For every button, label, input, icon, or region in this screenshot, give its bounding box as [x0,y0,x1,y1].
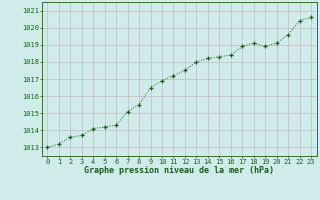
X-axis label: Graphe pression niveau de la mer (hPa): Graphe pression niveau de la mer (hPa) [84,166,274,175]
